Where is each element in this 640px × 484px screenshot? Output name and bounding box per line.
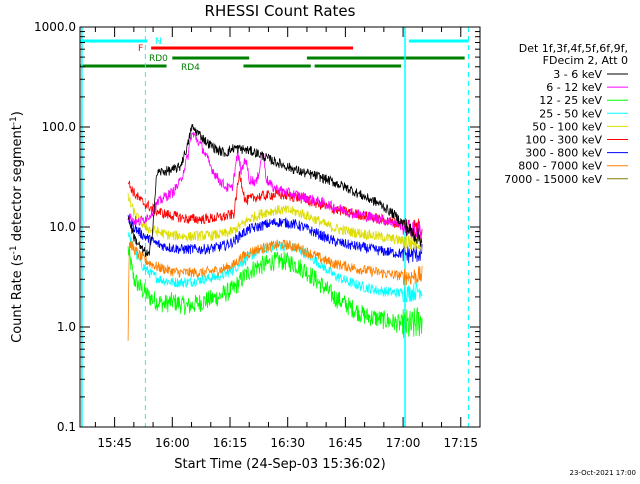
series-lines (127, 124, 423, 341)
y-tick-label: 10.0 (49, 220, 76, 234)
y-tick-label: 1000.0 (34, 20, 76, 34)
bar-label-rd0: RD0 (149, 54, 168, 64)
x-tick-label: 16:00 (155, 436, 190, 450)
x-tick-label: 16:15 (213, 436, 248, 450)
legend-entry-3-6-kev: 3 - 6 keV (553, 68, 602, 81)
legend-entry-6-12-kev: 6 - 12 keV (546, 81, 602, 94)
legend: Det 1f,3f,4f,5f,6f,9f, FDecim 2, Att 0 3… (504, 42, 628, 186)
y-axis-ticks: 0.1 1.0 10.0 100.0 1000.0 (34, 20, 480, 434)
x-tick-label: 17:15 (443, 436, 478, 450)
x-tick-label: 16:45 (328, 436, 363, 450)
x-tick-label: 16:30 (270, 436, 305, 450)
legend-header-line-1: Det 1f,3f,4f,5f,6f,9f, (519, 42, 628, 55)
x-tick-label: 17:00 (386, 436, 421, 450)
series-line-25-50-kev (127, 232, 423, 303)
bar-label-n: N (155, 37, 162, 47)
legend-entry-300-800-kev: 300 - 800 keV (525, 147, 602, 160)
legend-entry-12-25-kev: 12 - 25 keV (539, 94, 602, 107)
series-line-300-800-kev (127, 214, 423, 264)
series-line-12-25-kev (127, 246, 423, 339)
series-line-3-6-kev (127, 124, 423, 257)
bar-label-f: F (138, 44, 143, 54)
bar-label-rd4: RD4 (181, 63, 200, 73)
legend-header-line-2: FDecim 2, Att 0 (543, 54, 628, 67)
chart-title: RHESSI Count Rates (205, 2, 356, 20)
legend-entry-100-300-kev: 100 - 300 keV (525, 134, 602, 147)
x-axis-ticks: 15:45 16:00 16:15 16:30 16:45 17:00 17:15 (94, 27, 481, 450)
legend-entry-7000-15000-kev: 7000 - 15000 keV (504, 173, 602, 186)
series-line-6-12-kev (127, 131, 423, 240)
series-line-50-100-kev (127, 192, 423, 252)
x-axis-label: Start Time (24-Sep-03 15:36:02) (174, 457, 385, 472)
x-tick-label: 15:45 (97, 436, 132, 450)
legend-entry-50-100-kev: 50 - 100 keV (532, 120, 602, 133)
series-line-800-7000-kev (127, 239, 423, 341)
y-tick-label: 1.0 (57, 320, 76, 334)
y-tick-label: 0.1 (57, 420, 76, 434)
series-line-100-300-kev (127, 171, 423, 237)
footer-date: 23-Oct-2021 17:00 (570, 469, 636, 477)
y-tick-label: 100.0 (42, 120, 76, 134)
legend-entry-25-50-kev: 25 - 50 keV (539, 107, 602, 120)
y-axis-label: Count Rate (s-1 detector segment-1) (9, 111, 25, 343)
attenuator-bars: N F RD0 RD4 (80, 37, 469, 73)
legend-entry-800-7000-kev: 800 - 7000 keV (518, 160, 602, 173)
